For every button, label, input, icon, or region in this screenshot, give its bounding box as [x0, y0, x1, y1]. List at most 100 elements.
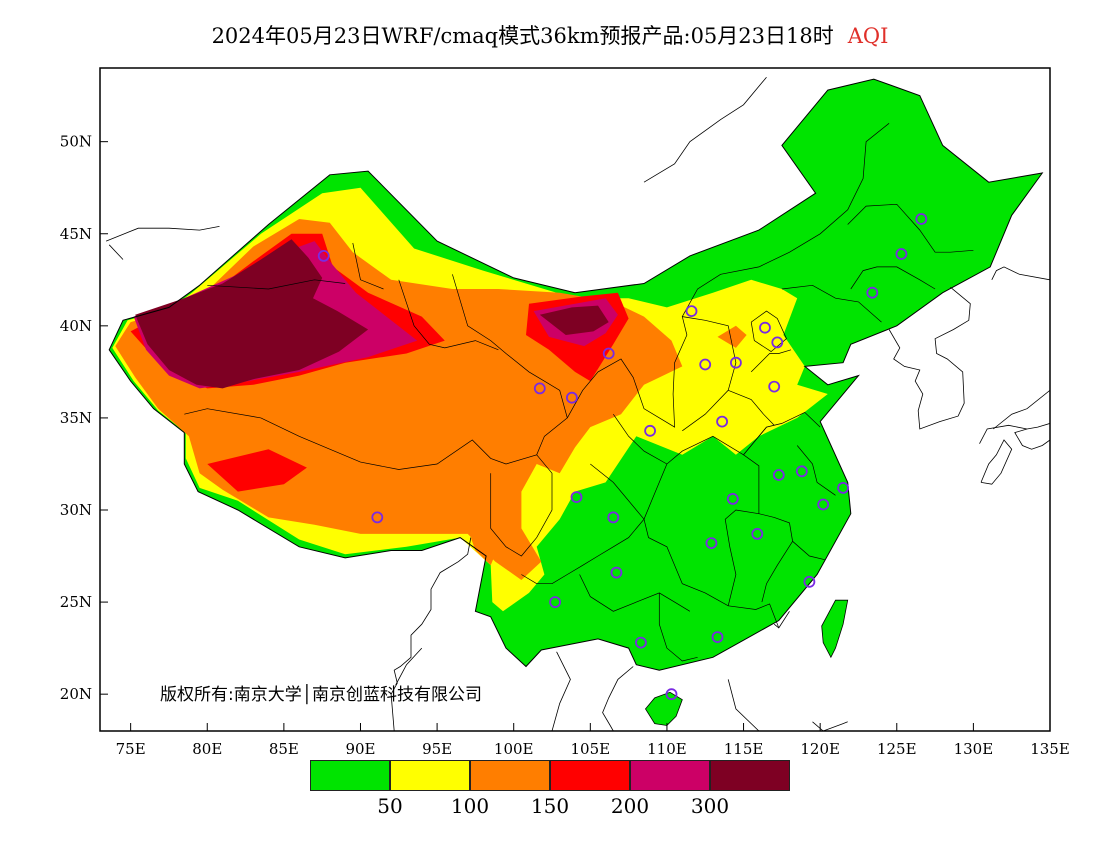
y-tick-label: 35N [60, 409, 92, 427]
province-boundary [724, 509, 793, 606]
map-axes: 75E 80E 85E 90E 95E 100E 105E 110E 115E 120E 125E 1… [60, 133, 1070, 758]
y-tick-label: 20N [60, 685, 92, 703]
city-marker [549, 596, 561, 608]
province-boundary [566, 316, 737, 432]
x-tick-label: 130E [954, 740, 994, 758]
coastline [105, 226, 220, 242]
map-title: 2024年05月23日WRF/cmaq模式36km预报产品:05月23日18时 A… [0, 20, 1100, 50]
city-marker [371, 511, 384, 524]
x-tick-label: 110E [647, 740, 687, 758]
province-boundary [643, 463, 780, 629]
city-marker [837, 481, 849, 494]
city-marker [771, 336, 784, 349]
city-marker [866, 286, 879, 299]
x-tick-label: 125E [877, 740, 917, 758]
y-tick-label: 30N [60, 501, 92, 519]
coastline [980, 439, 1013, 485]
province-boundary [352, 242, 384, 290]
city-marker [803, 575, 816, 588]
copyright-text: 版权所有:南京大学│南京创蓝科技有限公司 [160, 685, 482, 705]
city-marker [726, 492, 739, 505]
coastline [395, 647, 423, 686]
city-marker [768, 380, 781, 393]
city-marker [635, 636, 647, 649]
city-marker [570, 491, 583, 504]
aqi-region-level-3 [717, 325, 747, 348]
province-boundary [792, 541, 825, 561]
coastline [812, 721, 848, 731]
province-boundary [658, 592, 698, 662]
coastline [602, 666, 634, 731]
legend-swatch [470, 760, 550, 791]
coastline [993, 389, 1050, 430]
x-tick-label: 85E [269, 740, 299, 758]
city-marker [607, 511, 620, 524]
coastline [390, 537, 472, 731]
legend-swatch [390, 760, 470, 791]
aqi-region-level-6 [539, 305, 609, 335]
city-markers [317, 213, 928, 701]
province-boundary [681, 123, 890, 317]
city-marker [795, 465, 808, 478]
title-text: 2024年05月23日WRF/cmaq模式36km预报产品:05月23日18时 [211, 24, 834, 48]
province-boundary [728, 389, 775, 426]
map-frame [99, 67, 1051, 732]
y-tick-label: 50N [60, 133, 92, 151]
variable-label: AQI [847, 24, 889, 48]
province-boundary [613, 411, 821, 465]
aqi-field [109, 79, 1043, 726]
province-boundary [781, 284, 882, 323]
province-boundary [579, 574, 691, 612]
coastline [991, 266, 1050, 281]
province-boundary [184, 274, 568, 470]
x-tick-label: 135E [1030, 740, 1070, 758]
x-tick-label: 115E [724, 740, 764, 758]
x-tick-label: 100E [494, 740, 534, 758]
city-marker [566, 391, 578, 404]
island-shape [645, 691, 683, 726]
legend-label: 100 [450, 794, 490, 818]
coastline [643, 76, 767, 183]
city-marker [644, 424, 656, 437]
province-boundary [207, 279, 346, 290]
province-boundary [521, 463, 645, 585]
city-marker [730, 356, 742, 369]
x-tick-label: 80E [192, 740, 222, 758]
province-boundary [850, 266, 936, 290]
city-marker [602, 347, 615, 360]
x-tick-label: 105E [571, 740, 611, 758]
y-tick-label: 40N [60, 317, 92, 335]
aqi-region-level-6 [135, 239, 369, 389]
legend-label: 200 [610, 794, 650, 818]
coastline [773, 611, 790, 629]
province-boundary [742, 426, 767, 514]
coastline [888, 286, 971, 430]
legend-label: 150 [530, 794, 570, 818]
province-boundary [490, 454, 553, 557]
city-marker [533, 382, 546, 395]
aqi-region-level-4 [207, 449, 307, 492]
coastline [979, 423, 1050, 444]
legend-swatch [310, 760, 390, 791]
x-tick-label: 90E [345, 740, 375, 758]
city-marker [610, 566, 623, 579]
legend-swatch [710, 760, 790, 791]
province-boundary [750, 349, 792, 373]
city-marker [699, 358, 712, 371]
city-marker [915, 213, 928, 225]
boundary-lines [105, 76, 1050, 731]
city-marker [716, 415, 728, 428]
city-marker [665, 688, 678, 701]
aqi-region-level-3 [470, 537, 499, 566]
city-marker [685, 305, 698, 318]
x-tick-label: 75E [116, 740, 146, 758]
legend-swatch [630, 760, 710, 791]
city-marker [817, 498, 830, 511]
coastline [551, 651, 571, 731]
x-tick-label: 95E [422, 740, 452, 758]
city-marker [751, 528, 764, 540]
y-tick-label: 45N [60, 225, 92, 243]
province-boundary [750, 310, 787, 353]
national-border [108, 78, 1044, 671]
